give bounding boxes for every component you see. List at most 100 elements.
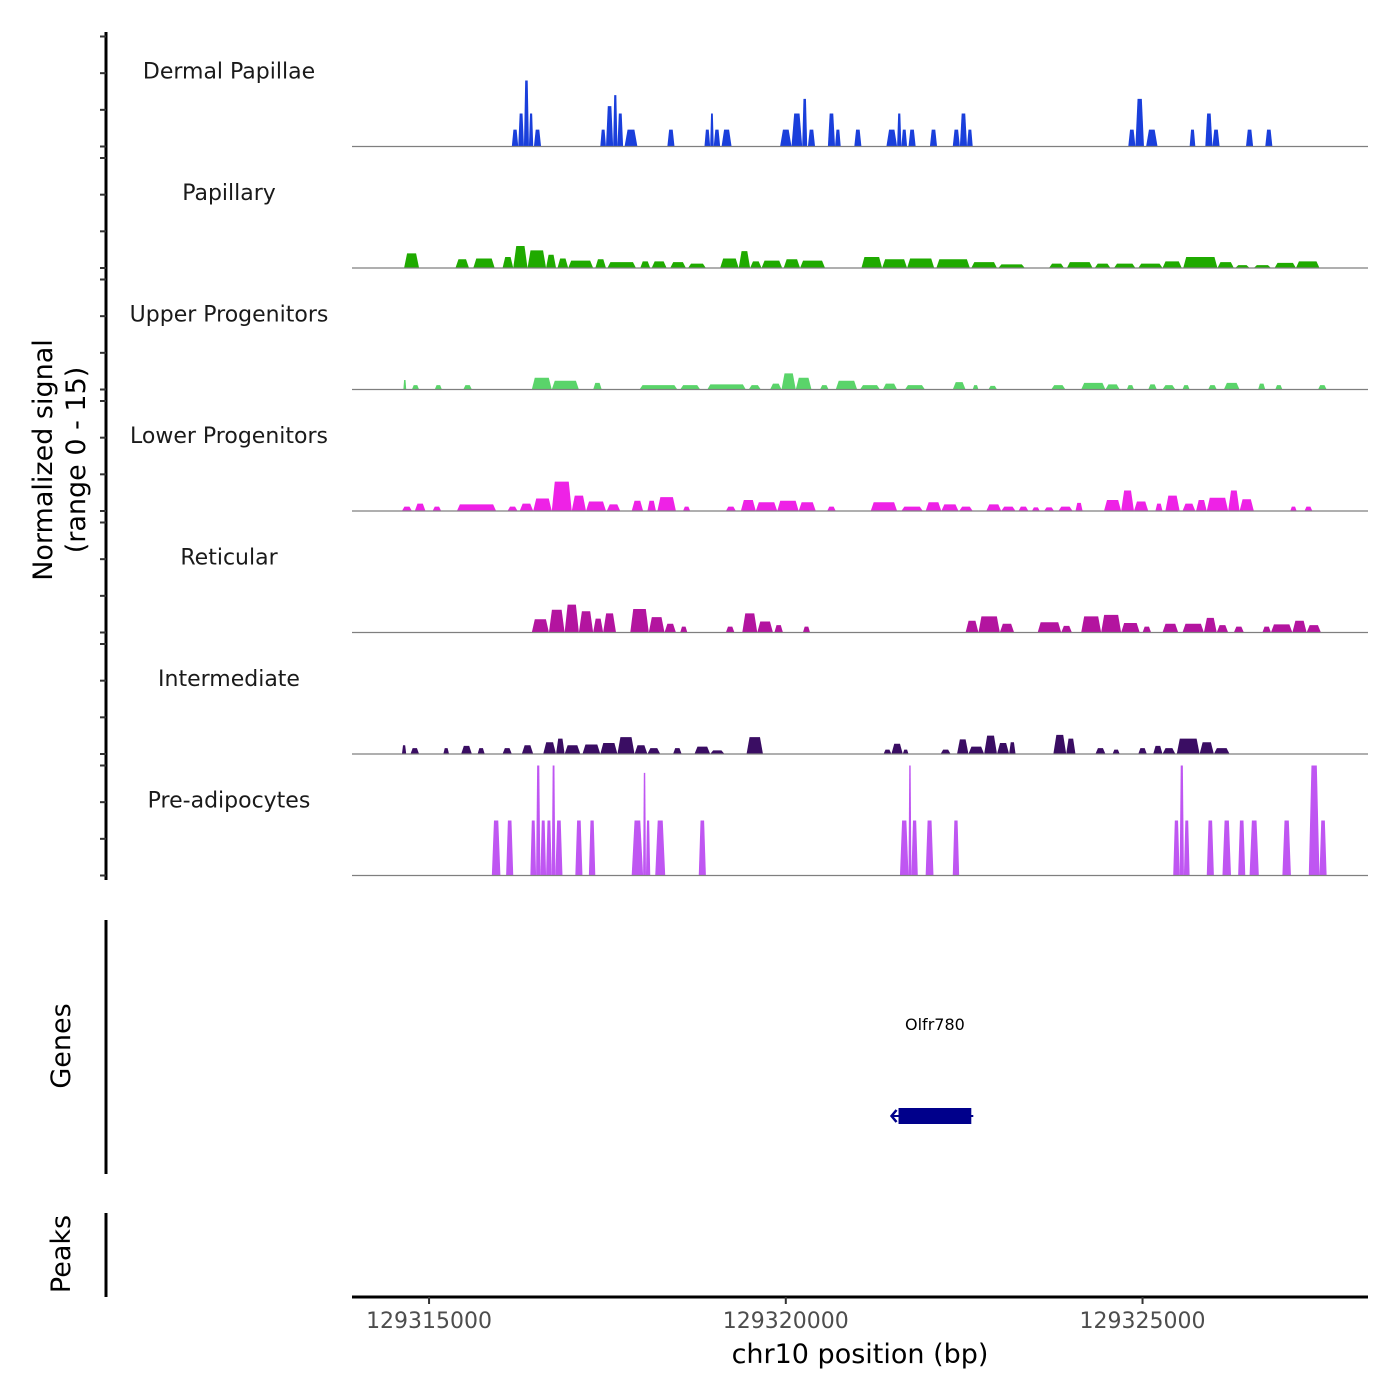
signal-segment <box>827 506 836 511</box>
signal-segment <box>1183 257 1218 268</box>
signal-segment <box>757 621 773 633</box>
signal-segment <box>891 743 903 754</box>
signal-segment <box>582 744 601 754</box>
signal-segment <box>613 95 618 147</box>
signal-segment <box>401 745 407 754</box>
signal-segment <box>1121 490 1134 511</box>
signal-segment <box>959 113 968 147</box>
signal-segment <box>1135 98 1144 147</box>
signal-segment <box>473 258 495 268</box>
signal-segment <box>929 129 938 147</box>
track-label: Papillary <box>182 181 276 206</box>
signal-segment <box>595 259 606 268</box>
signal-segment <box>648 617 665 633</box>
signal-segment <box>1133 501 1149 511</box>
signal-segment <box>1138 263 1163 268</box>
signal-segment <box>617 737 635 754</box>
signal-segment <box>870 502 898 511</box>
gene-label: Olfr780 <box>905 1015 965 1034</box>
signal-segment <box>710 113 714 147</box>
signal-segment <box>1208 385 1217 390</box>
signal-segment <box>713 129 721 147</box>
signal-segment <box>564 604 579 633</box>
signal-segment <box>901 129 908 147</box>
signal-segment <box>795 377 812 390</box>
signal-segment <box>600 129 606 147</box>
signal-segment <box>1101 614 1122 633</box>
signal-segment <box>414 503 426 511</box>
signal-segment <box>908 765 912 876</box>
signal-tracks: Dermal Papillae Papillary Upper Progenitor… <box>130 60 1368 877</box>
signal-segment <box>631 500 644 511</box>
signal-segment <box>1138 748 1147 754</box>
signal-segment <box>680 385 701 390</box>
signal-segment <box>531 619 549 633</box>
signal-segment <box>798 502 816 511</box>
signal-segment <box>986 504 1002 511</box>
signal-segment <box>1258 383 1266 390</box>
x-tick-label: 129325000 <box>1080 1309 1206 1334</box>
signal-segment <box>972 385 979 390</box>
signal-segment <box>968 746 985 754</box>
track-label: Dermal Papillae <box>143 60 315 85</box>
track-intermediate: Intermediate <box>158 667 1368 755</box>
signal-segment <box>1037 622 1062 633</box>
signal-segment <box>1205 113 1213 147</box>
signal-segment <box>978 616 1000 633</box>
signal-segment <box>707 384 746 390</box>
signal-segment <box>1245 129 1254 147</box>
gene-olfr780: Olfr780 <box>889 1015 974 1124</box>
signal-segment <box>704 129 711 147</box>
signal-segment <box>1081 382 1106 390</box>
gene-annotations: Olfr780 <box>889 1015 974 1124</box>
track-label: Lower Progenitors <box>130 424 328 449</box>
signal-segment <box>738 251 751 268</box>
signal-segment <box>513 246 528 268</box>
signal-segment <box>624 129 638 147</box>
signal-segment <box>673 748 682 754</box>
signal-segment <box>491 820 501 876</box>
signal-segment <box>807 129 816 147</box>
signal-segment <box>965 620 979 633</box>
signal-segment <box>1176 738 1200 754</box>
signal-segment <box>996 743 1010 754</box>
signal-segment <box>1228 490 1240 511</box>
signal-segment <box>781 373 796 390</box>
signal-segment <box>551 481 572 511</box>
signal-segment <box>827 113 836 147</box>
signal-segment <box>998 264 1025 268</box>
signal-segment <box>1146 129 1158 147</box>
signal-segment <box>432 506 442 511</box>
signal-segment <box>1233 626 1244 633</box>
signal-segment <box>434 385 442 390</box>
track-label: Pre-adipocytes <box>148 789 311 814</box>
signal-segment <box>1213 748 1230 754</box>
signal-segment <box>1253 265 1271 268</box>
signal-segment <box>936 259 970 268</box>
signal-segment <box>571 495 587 511</box>
signal-segment <box>606 504 621 511</box>
signal-segment <box>746 737 763 754</box>
track-label: Upper Progenitors <box>130 303 329 328</box>
signal-segment <box>904 385 925 390</box>
signal-segment <box>1206 820 1214 876</box>
signal-segment <box>456 504 497 511</box>
signal-segment <box>1239 499 1254 511</box>
signal-segment <box>1018 506 1029 511</box>
signal-segment <box>1182 385 1190 390</box>
signal-segment <box>556 738 565 754</box>
signal-segment <box>820 385 829 390</box>
signal-segment <box>1212 129 1220 147</box>
track-pre-adipocytes: Pre-adipocytes <box>148 765 1368 877</box>
signal-segment <box>593 382 602 390</box>
signal-segment <box>443 748 450 754</box>
signal-segment <box>1235 265 1250 268</box>
track-upper-progenitors: Upper Progenitors <box>130 303 1368 391</box>
signal-segment <box>1094 263 1111 268</box>
signal-segment <box>477 748 485 754</box>
signal-segment <box>463 385 472 390</box>
signal-segment <box>657 497 676 511</box>
signal-segment <box>411 385 420 390</box>
signal-segment <box>1148 384 1157 390</box>
